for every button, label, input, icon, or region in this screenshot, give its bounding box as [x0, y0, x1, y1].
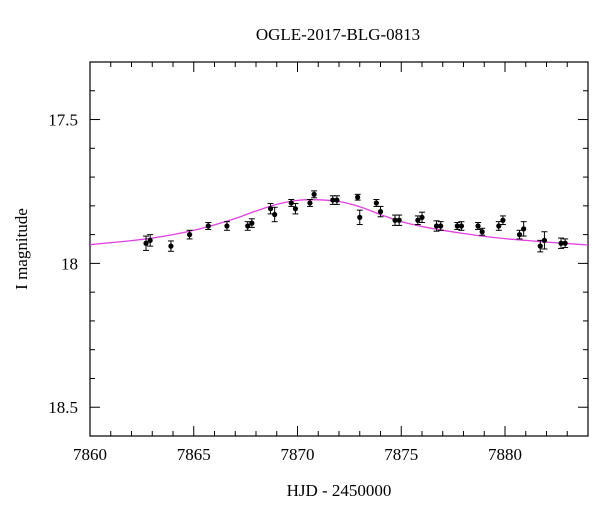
data-point [373, 199, 380, 207]
data-point [147, 234, 154, 247]
data-point [248, 218, 255, 228]
y-tick-labels: 17.5 18 18.5 [48, 111, 78, 418]
data-point [223, 221, 230, 231]
data-point [495, 221, 502, 231]
data-point [292, 203, 299, 215]
data-point [558, 237, 565, 249]
data-point [454, 222, 461, 230]
data-point [271, 206, 278, 223]
data-point [414, 215, 421, 226]
data-point [186, 229, 193, 240]
data-point [499, 215, 506, 226]
data-point [437, 221, 444, 231]
point-marker [187, 232, 193, 238]
point-marker [377, 209, 384, 215]
data-point [329, 195, 336, 205]
point-marker [311, 191, 317, 197]
model-curve [89, 199, 589, 246]
point-marker [292, 206, 299, 212]
data-point [516, 229, 523, 240]
y-tick-label: 18.5 [48, 398, 78, 417]
data-point [311, 190, 318, 199]
point-marker [373, 200, 379, 206]
point-marker [537, 243, 543, 249]
point-marker [458, 223, 465, 229]
point-marker [334, 197, 340, 203]
data-point [167, 240, 174, 252]
point-marker [288, 200, 294, 206]
x-tick-label: 7875 [384, 445, 418, 464]
axis-ticks [89, 61, 589, 437]
data-point [520, 221, 527, 237]
point-marker [521, 226, 527, 232]
point-marker [541, 237, 548, 243]
point-marker [479, 229, 485, 235]
point-marker [205, 223, 211, 229]
point-marker [475, 223, 481, 229]
data-point [306, 199, 313, 207]
point-marker [147, 237, 153, 243]
data-point [433, 220, 440, 232]
point-marker [558, 240, 564, 246]
x-tick-label: 7860 [73, 445, 107, 464]
point-marker [355, 194, 361, 200]
data-point [143, 235, 150, 251]
data-point [356, 209, 363, 226]
x-axis-label: HJD - 2450000 [287, 481, 392, 500]
point-marker [415, 217, 421, 223]
plot-frame [89, 61, 589, 437]
point-marker [143, 240, 149, 246]
data-point [479, 227, 486, 236]
data-point [377, 205, 384, 218]
y-axis-label: I magnitude [12, 208, 31, 290]
data-point [458, 221, 465, 231]
point-marker [224, 223, 230, 229]
x-tick-labels: 7860 7865 7870 7875 7880 [73, 445, 522, 464]
point-marker [562, 240, 568, 246]
data-points [143, 190, 569, 253]
x-tick-label: 7880 [488, 445, 522, 464]
y-tick-label: 17.5 [48, 111, 78, 130]
data-point [205, 222, 212, 230]
point-marker [307, 200, 313, 206]
point-marker [272, 211, 278, 218]
x-tick-label: 7865 [177, 445, 211, 464]
data-point [288, 199, 295, 207]
data-point [541, 231, 548, 250]
data-point [419, 211, 425, 224]
point-marker [392, 217, 398, 223]
point-marker [396, 217, 402, 223]
data-point [354, 193, 361, 201]
point-marker [330, 197, 336, 203]
point-marker [357, 214, 363, 220]
data-point [475, 222, 482, 230]
point-marker [433, 223, 440, 229]
point-marker [500, 217, 506, 223]
point-marker [419, 214, 425, 220]
data-point [267, 203, 274, 215]
data-point [537, 239, 544, 253]
point-marker [454, 223, 460, 229]
point-marker [168, 243, 174, 249]
point-marker [249, 220, 255, 226]
x-tick-label: 7870 [281, 445, 315, 464]
chart-title: OGLE-2017-BLG-0813 [256, 25, 420, 44]
data-point [562, 238, 569, 249]
point-marker [438, 223, 444, 229]
data-point [396, 214, 403, 226]
y-tick-label: 18 [61, 254, 78, 273]
data-point [333, 195, 340, 205]
